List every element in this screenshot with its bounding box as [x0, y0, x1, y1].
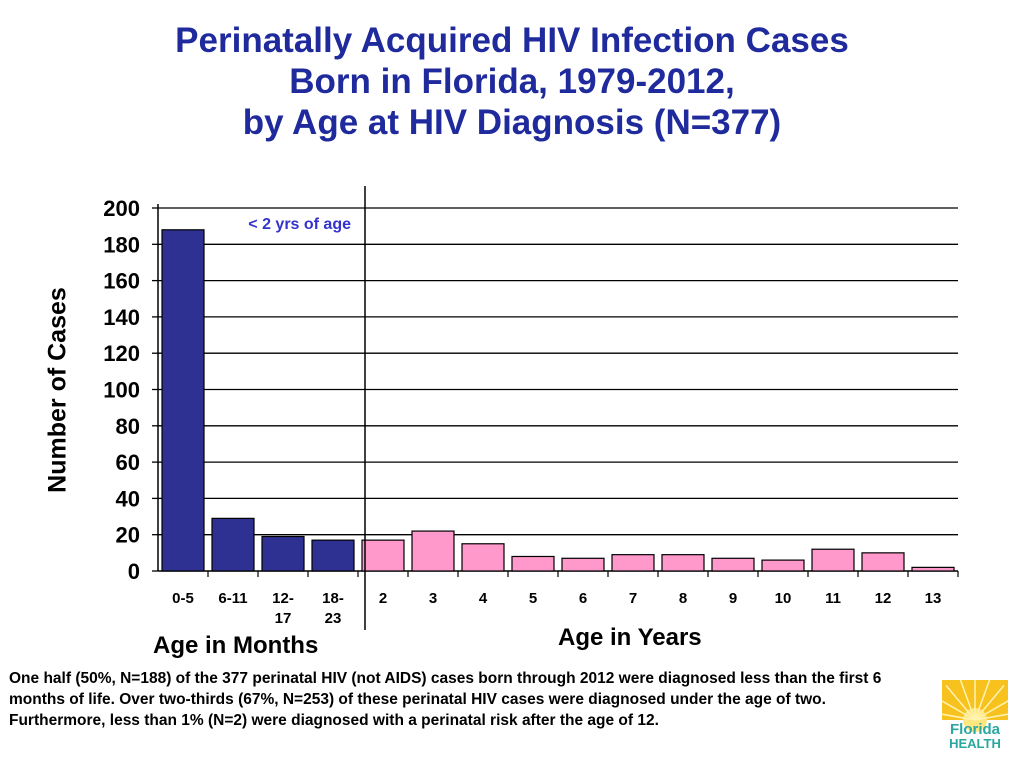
x-tick-label: 3 [429, 590, 437, 607]
bar-3 [411, 530, 455, 572]
bar-12-17 [261, 535, 305, 572]
x-tick-label: 5 [529, 590, 537, 607]
sun-ray [945, 685, 976, 721]
y-tick-label: 180 [103, 232, 140, 257]
bar-9 [711, 557, 755, 572]
bar-13 [911, 566, 955, 572]
logo-text-health: HEALTH [949, 736, 1001, 750]
bar-0-5 [161, 229, 205, 572]
title-line-1: Perinatally Acquired HIV Infection Cases [175, 21, 849, 60]
x-tick-label: 12-17 [272, 590, 294, 627]
x-tick-label: 6 [579, 590, 587, 607]
y-tick-label: 40 [116, 486, 140, 511]
y-tick-label: 0 [128, 559, 140, 584]
sun-ray [959, 680, 976, 721]
sun-icon [942, 680, 1008, 732]
bar-12 [861, 552, 905, 572]
bar-8 [661, 554, 705, 572]
x-tick-label: 2 [379, 590, 387, 607]
bar-6-11 [211, 517, 255, 572]
under-2-annotation: < 2 yrs of age [248, 216, 351, 233]
sun-ray [942, 700, 976, 721]
sun-ray [974, 713, 1008, 721]
y-tick-label: 160 [103, 269, 140, 294]
title-line-2: Born in Florida, 1979-2012, [289, 62, 735, 101]
x-axis-label-years: Age in Years [558, 624, 702, 651]
chart-title: Perinatally Acquired HIV Infection Cases… [0, 20, 1024, 143]
sun-ray [974, 685, 1005, 721]
sun-ray [974, 700, 1008, 721]
x-tick-label: 11 [825, 590, 841, 607]
x-tick-label: 6-11 [218, 590, 247, 607]
summary-note: One half (50%, N=188) of the 377 perinat… [9, 670, 882, 729]
x-axis-label-months: Age in Months [153, 632, 319, 659]
x-tick-label: 10 [775, 590, 792, 607]
bar-2 [361, 539, 405, 572]
bar-7 [611, 554, 655, 572]
x-tick-label: 8 [679, 590, 687, 607]
y-tick-label: 200 [103, 196, 140, 221]
bar-4 [461, 543, 505, 572]
y-tick-label: 100 [103, 378, 140, 403]
x-tick-label: 12 [875, 590, 892, 607]
y-tick-label: 140 [103, 305, 140, 330]
bar-18-23 [311, 539, 355, 572]
sun-ray [974, 680, 991, 721]
x-tick-label: 4 [479, 590, 488, 607]
sun-ray [942, 713, 976, 721]
x-tick-label: 18-23 [322, 590, 344, 627]
x-tick-label: 9 [729, 590, 737, 607]
bar-11 [811, 548, 855, 572]
bar-5 [511, 555, 555, 572]
y-tick-label: 60 [116, 450, 140, 475]
x-tick-label: 13 [925, 590, 942, 607]
bar-10 [761, 559, 805, 572]
y-axis-label: Number of Cases [43, 287, 72, 493]
x-tick-label: 0-5 [172, 590, 194, 607]
y-tick-label: 20 [116, 523, 140, 548]
y-tick-label: 120 [103, 341, 140, 366]
title-line-3: by Age at HIV Diagnosis (N=377) [242, 103, 782, 142]
logo-text-florida: Florida [950, 721, 1001, 738]
bar-6 [561, 557, 605, 572]
y-tick-label: 80 [116, 414, 140, 439]
x-tick-label: 7 [629, 590, 637, 607]
